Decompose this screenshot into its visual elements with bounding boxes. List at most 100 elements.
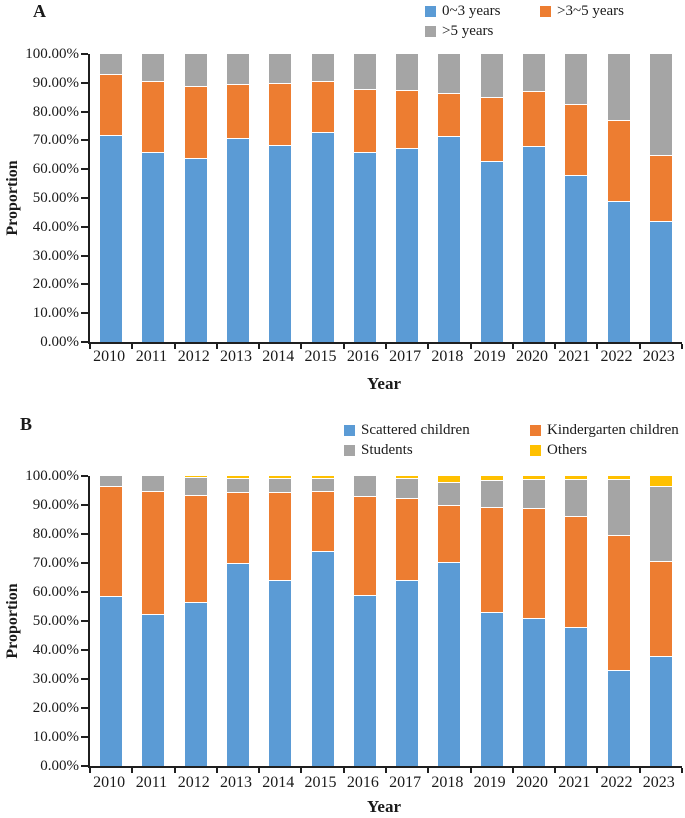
y-axis-tick [81, 736, 88, 738]
bar-segment [480, 507, 503, 613]
x-axis-tick [300, 768, 303, 773]
x-axis-year-label: 2017 [389, 774, 422, 791]
bar-segment [353, 54, 376, 89]
x-axis-year-label: 2013 [219, 774, 252, 791]
bar-segment [607, 120, 630, 201]
x-axis-tick [131, 344, 134, 349]
x-axis-year-label: 2015 [304, 348, 337, 365]
bar-segment [480, 480, 503, 508]
x-axis-year-label: 2016 [346, 774, 379, 791]
x-axis-tick [554, 344, 557, 349]
y-axis-tick [81, 81, 88, 84]
y-axis-tick [81, 504, 88, 506]
bar-segment [522, 618, 545, 766]
bar-segment [480, 54, 503, 98]
bar-segment [100, 476, 123, 487]
bar-segment [184, 477, 207, 495]
x-axis-year-label: 2021 [558, 348, 591, 365]
x-axis-year-label: 2013 [219, 348, 252, 365]
bar-segment [438, 505, 461, 562]
bar-segment [396, 90, 419, 148]
y-axis-tick-label: 20.00% [32, 276, 79, 293]
x-axis-tick [173, 344, 176, 349]
bar-segment [184, 54, 207, 86]
x-axis-year-label: 2016 [346, 348, 379, 365]
x-axis-tick [427, 768, 430, 773]
bar-segment [396, 147, 419, 342]
y-axis-tick-label: 40.00% [32, 642, 79, 658]
bar-segment [565, 515, 588, 627]
y-axis-tick [81, 678, 88, 680]
bar-segment [226, 491, 249, 563]
x-axis-tick [638, 344, 641, 349]
bar-segment [396, 497, 419, 581]
bar-segment [226, 84, 249, 138]
bar-segment [649, 154, 672, 222]
y-axis-tick [81, 254, 88, 257]
bar-segment [438, 92, 461, 137]
x-axis-tick [215, 344, 218, 349]
stacked-bar-2020 [522, 54, 545, 342]
x-axis-tick [385, 344, 387, 349]
bar-segment [438, 561, 461, 766]
bar-segment [311, 490, 334, 552]
bar-segment [184, 157, 207, 342]
bar-segment [649, 221, 672, 342]
stacked-bar-2021 [565, 54, 588, 342]
x-axis-tick [173, 768, 176, 773]
legend-label: Scattered children [361, 422, 470, 438]
bar-segment [142, 476, 165, 491]
stacked-bar-2021 [565, 476, 588, 766]
bar-segment [353, 88, 376, 152]
y-axis-tick [81, 765, 88, 767]
stacked-bar-2013 [226, 476, 249, 766]
y-axis-tick [81, 197, 88, 199]
legend-item: >3~5 years [540, 3, 624, 20]
bar-segment [226, 476, 249, 479]
y-axis-tick [81, 168, 88, 171]
y-axis-tick-label: 90.00% [32, 74, 79, 91]
y-axis-tick [81, 139, 88, 142]
bar-segment [396, 580, 419, 766]
stacked-bar-2019 [480, 54, 503, 342]
x-axis-year-label: 2015 [304, 774, 337, 791]
legend-label: Students [361, 442, 413, 458]
y-axis-tick-label: 70.00% [32, 132, 79, 149]
legend-label: Kindergarten children [547, 422, 679, 438]
legend-label: >3~5 years [557, 3, 624, 19]
stacked-bar-2019 [480, 476, 503, 766]
y-axis-tick [81, 475, 88, 477]
bar-segment [269, 54, 292, 83]
bar-segment [396, 476, 419, 478]
x-axis-year-label: 2023 [642, 348, 675, 365]
x-axis-tick [342, 344, 345, 349]
bar-segment [522, 476, 545, 479]
stacked-bar-2015 [311, 54, 334, 342]
y-axis-tick-label: 0.00% [40, 758, 79, 774]
x-axis-year-label: 2018 [431, 348, 464, 365]
x-axis-year-label: 2012 [177, 348, 210, 365]
bar-segment [311, 81, 334, 132]
y-axis-tick [81, 225, 88, 228]
bar-segment [184, 476, 207, 478]
legend-swatch-icon [530, 425, 541, 436]
x-axis-year-label: 2019 [473, 348, 506, 365]
bar-segment [269, 491, 292, 581]
bar-segment [311, 54, 334, 82]
x-axis-tick [554, 768, 557, 773]
y-axis-tick-label: 100.00% [25, 468, 79, 484]
x-axis-year-label: 2020 [515, 348, 548, 365]
legend-label: 0~3 years [442, 3, 501, 19]
y-axis-tick-label: 0.00% [40, 334, 79, 350]
legend-swatch-icon [425, 26, 436, 37]
legend-label: >5 years [442, 23, 494, 39]
bar-segment [269, 144, 292, 342]
bar-segment [353, 496, 376, 595]
stacked-bar-2016 [353, 54, 376, 342]
bar-segment [565, 626, 588, 766]
x-axis-tick [596, 768, 599, 773]
bar-segment [269, 478, 292, 492]
stacked-bar-2017 [396, 476, 419, 766]
bar-segment [607, 476, 630, 479]
